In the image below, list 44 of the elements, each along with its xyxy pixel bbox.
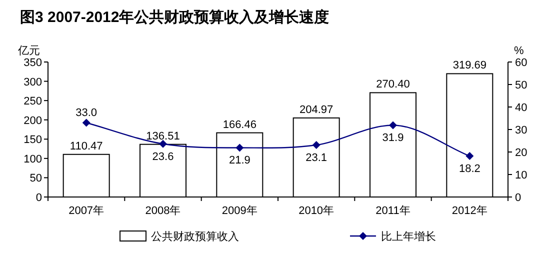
point (82, 118, 90, 127)
x-tick-label: 2008年 (145, 205, 181, 217)
data-label: 110.47 (70, 140, 103, 152)
point (389, 121, 397, 130)
y2-tick-label: 60 (515, 57, 528, 69)
y-axis-title: 亿元 (17, 45, 40, 57)
y-tick-label: 300 (24, 76, 42, 88)
x-tick-label: 2011年 (376, 205, 410, 217)
chart-title: 图3 2007-2012年公共财政预算收入及增长速度 (20, 8, 330, 26)
point (466, 152, 474, 160)
data-label: 23.6 (152, 150, 174, 163)
legend-label: 比上年增长 (381, 230, 436, 243)
y2-tick-label: 30 (515, 124, 528, 136)
point (236, 144, 244, 152)
y-tick-label: 200 (24, 114, 42, 127)
y2-tick-label: 50 (515, 80, 528, 92)
data-label: 18.2 (458, 163, 480, 176)
point (159, 140, 167, 148)
x-tick-label: 2010年 (298, 205, 334, 217)
legend-label: 公共财政预算收入 (151, 230, 239, 243)
data-label: 136.51 (146, 130, 180, 142)
data-label: 33.0 (76, 106, 98, 119)
y-tick-label: 100 (24, 153, 42, 166)
y-tick-label: 50 (30, 172, 42, 185)
data-label: 270.40 (376, 78, 410, 91)
data-label: 166.46 (222, 118, 256, 131)
x-tick-label: 2009年 (222, 205, 258, 217)
data-label: 31.9 (382, 132, 404, 144)
data-label: 319.69 (452, 60, 486, 72)
y2-axis-title: % (514, 45, 524, 57)
y2-tick-label: 20 (515, 147, 528, 159)
x-tick-label: 2012年 (452, 205, 488, 217)
y-tick-label: 250 (24, 96, 42, 108)
point (312, 141, 320, 150)
y-tick-label: 150 (24, 134, 42, 146)
data-label: 23.1 (306, 152, 328, 164)
y2-tick-label: 40 (515, 102, 528, 114)
data-label: 21.9 (228, 154, 250, 167)
data-label: 204.97 (300, 104, 334, 116)
y2-tick-label: 10 (515, 170, 528, 182)
y2-tick-label: 0 (515, 192, 522, 204)
y-tick-label: 0 (36, 192, 42, 204)
x-tick-label: 2007年 (68, 205, 104, 217)
y-tick-label: 350 (24, 57, 42, 69)
